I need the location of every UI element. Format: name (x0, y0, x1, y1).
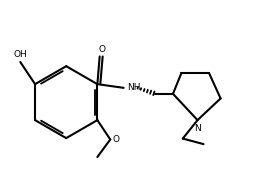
Text: OH: OH (13, 50, 27, 59)
Text: NH: NH (127, 83, 141, 92)
Text: N: N (194, 124, 201, 133)
Text: O: O (98, 45, 105, 54)
Text: O: O (112, 136, 119, 144)
